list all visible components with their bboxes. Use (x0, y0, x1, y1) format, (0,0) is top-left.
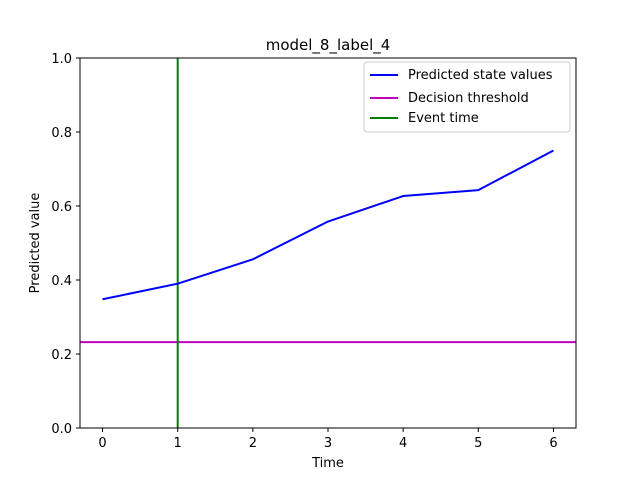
x-axis: 0 1 2 3 4 5 6 (98, 428, 558, 451)
legend-label-threshold: Decision threshold (408, 91, 529, 106)
y-tick-label: 0.8 (51, 126, 72, 141)
x-axis-label: Time (311, 456, 344, 471)
y-tick-label: 0.0 (51, 422, 72, 437)
legend: Predicted state values Decision threshol… (363, 61, 571, 133)
x-tick-label: 2 (249, 436, 257, 451)
x-tick-label: 0 (98, 436, 106, 451)
y-axis: 0.0 0.2 0.4 0.6 0.8 1.0 (51, 52, 80, 437)
legend-label-predicted: Predicted state values (408, 68, 553, 83)
x-tick-label: 5 (474, 436, 482, 451)
legend-box (363, 61, 571, 133)
x-tick-label: 3 (324, 436, 332, 451)
x-tick-label: 1 (174, 436, 182, 451)
legend-label-event: Event time (408, 111, 479, 126)
plot-area (80, 58, 576, 428)
y-tick-label: 1.0 (51, 52, 72, 67)
x-tick-label: 4 (399, 436, 407, 451)
y-tick-label: 0.6 (51, 200, 72, 215)
y-axis-label: Predicted value (28, 193, 43, 294)
y-tick-label: 0.4 (51, 274, 72, 289)
chart-title: model_8_label_4 (266, 36, 391, 55)
y-tick-label: 0.2 (51, 348, 72, 363)
series-line-0 (102, 149, 554, 301)
x-tick-label: 6 (549, 436, 557, 451)
